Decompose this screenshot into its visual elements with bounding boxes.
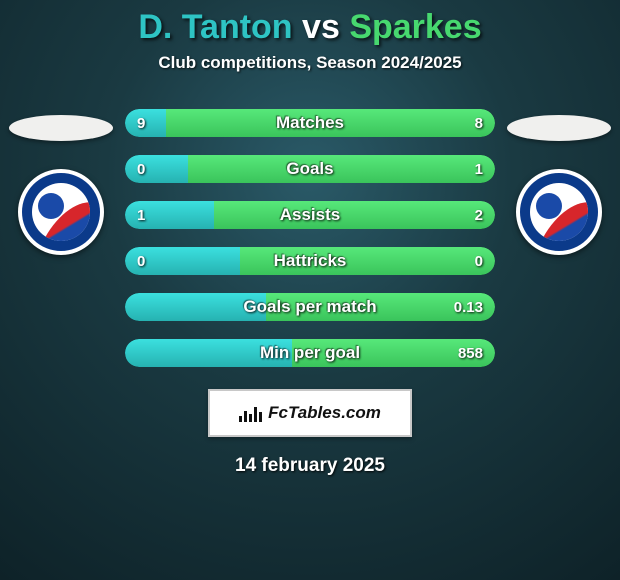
stat-fill-right [266, 293, 495, 321]
comparison-title: D. Tanton vs Sparkes [0, 8, 620, 47]
brand-name: FcTables.com [268, 403, 381, 423]
stat-row: 01Goals [125, 155, 495, 183]
player1-name: D. Tanton [138, 8, 292, 46]
stat-row: 12Assists [125, 201, 495, 229]
stat-fill-right [240, 247, 495, 275]
comparison-columns: 98Matches 01Goals 12Assists 00Hattricks 0.13… [0, 109, 620, 367]
stat-fill-left [125, 293, 266, 321]
subtitle: Club competitions, Season 2024/2025 [0, 53, 620, 73]
stat-fill-right [292, 339, 496, 367]
player2-ellipse [507, 115, 611, 141]
player1-ellipse [9, 115, 113, 141]
brand-bars-icon [239, 404, 262, 422]
stat-row: 858Min per goal [125, 339, 495, 367]
player1-club-badge [18, 169, 104, 255]
stat-bars: 98Matches 01Goals 12Assists 00Hattricks 0.13… [125, 109, 495, 367]
stat-fill-right [188, 155, 495, 183]
player2-name: Sparkes [349, 8, 481, 46]
right-side [507, 109, 611, 255]
stat-fill-right [166, 109, 495, 137]
stat-fill-left [125, 109, 166, 137]
stat-fill-left [125, 247, 240, 275]
stat-fill-left [125, 339, 292, 367]
stat-row: 00Hattricks [125, 247, 495, 275]
player2-club-badge [516, 169, 602, 255]
stat-fill-left [125, 155, 188, 183]
stat-row: 98Matches [125, 109, 495, 137]
stat-fill-left [125, 201, 214, 229]
brand-box: FcTables.com [208, 389, 412, 437]
vs-text: vs [302, 8, 340, 46]
stat-fill-right [214, 201, 495, 229]
left-side [9, 109, 113, 255]
stat-row: 0.13Goals per match [125, 293, 495, 321]
date-text: 14 february 2025 [0, 455, 620, 477]
